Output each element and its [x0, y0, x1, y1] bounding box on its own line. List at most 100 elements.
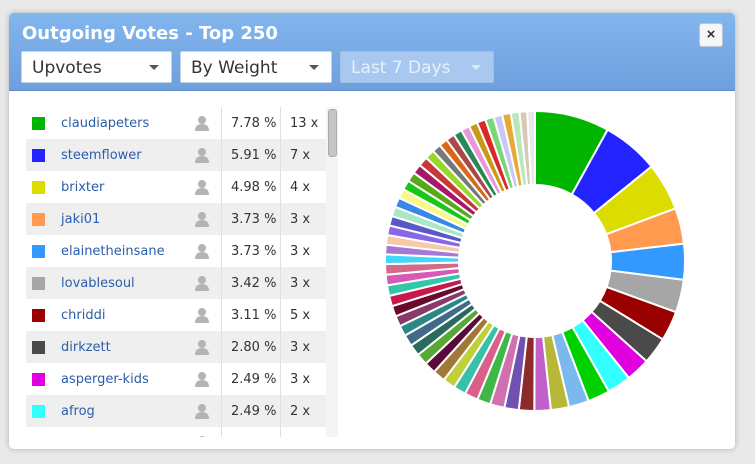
user-icon[interactable]: [194, 339, 210, 355]
sort-value: By Weight: [191, 58, 278, 78]
vote-count: 7 x: [290, 148, 311, 163]
column-divider: [280, 363, 281, 395]
color-swatch: [32, 373, 45, 386]
account-link[interactable]: chriddi: [61, 308, 106, 323]
vote-percent: 4.98 %: [231, 180, 277, 195]
vote-row: brixter 4.98 % 4 x: [26, 171, 326, 203]
account-link[interactable]: elainetheinsane: [61, 244, 165, 259]
vote-percent: 5.91 %: [231, 148, 277, 163]
account-link[interactable]: steemflower: [61, 148, 142, 163]
vote-count: 3 x: [290, 276, 311, 291]
vote-percent: 3.73 %: [231, 212, 277, 227]
vote-row: elainetheinsane 3.73 % 3 x: [26, 235, 326, 267]
user-icon[interactable]: [194, 307, 210, 323]
vote-count: 5 x: [290, 308, 311, 323]
vote-percent: 2.49 %: [231, 372, 277, 387]
vote-row: lovablesoul 3.42 % 3 x: [26, 267, 326, 299]
vote-row: dirkzett 2.80 % 3 x: [26, 331, 326, 363]
column-divider: [280, 427, 281, 437]
color-swatch: [32, 309, 45, 322]
user-icon[interactable]: [194, 179, 210, 195]
column-divider: [221, 267, 222, 299]
vote-percent: 2.80 %: [231, 340, 277, 355]
period-select: Last 7 Days: [340, 51, 494, 83]
vote-count: 3 x: [290, 244, 311, 259]
vote-percent: 2.49 %: [231, 404, 277, 419]
column-divider: [280, 299, 281, 331]
vote-count: 3 x: [290, 340, 311, 355]
period-value: Last 7 Days: [351, 58, 451, 78]
sort-select[interactable]: By Weight: [180, 51, 332, 83]
vote-count: 2 x: [290, 404, 311, 419]
column-divider: [221, 331, 222, 363]
color-swatch: [32, 341, 45, 354]
user-icon[interactable]: [194, 435, 210, 437]
vote-count: 4 x: [290, 180, 311, 195]
color-swatch: [32, 117, 45, 130]
column-divider: [280, 331, 281, 363]
close-button[interactable]: ×: [699, 23, 723, 47]
user-icon[interactable]: [194, 211, 210, 227]
color-swatch: [32, 405, 45, 418]
vote-row: asperger-kids 2.49 % 3 x: [26, 363, 326, 395]
user-icon[interactable]: [194, 275, 210, 291]
column-divider: [221, 427, 222, 437]
account-link[interactable]: jaki01: [61, 212, 101, 227]
account-link[interactable]: brixter: [61, 180, 105, 195]
column-divider: [221, 235, 222, 267]
color-swatch: [32, 181, 45, 194]
vote-percent: 3.73 %: [231, 244, 277, 259]
scrollbar-thumb[interactable]: [328, 109, 337, 157]
user-icon[interactable]: [194, 147, 210, 163]
column-divider: [221, 363, 222, 395]
account-link[interactable]: asperger-kids: [61, 372, 149, 387]
column-divider: [221, 299, 222, 331]
vote-percent: 3.11 %: [231, 308, 277, 323]
vote-percent: 7.78 %: [231, 116, 277, 131]
outgoing-votes-dialog: Outgoing Votes - Top 250 × Upvotes By We…: [9, 13, 735, 449]
dialog-header: Outgoing Votes - Top 250 × Upvotes By We…: [9, 13, 735, 91]
user-icon[interactable]: [194, 371, 210, 387]
donut-slice-other-58[interactable]: [526, 109, 536, 187]
vote-list: claudiapeters 7.78 % 13 x steemflower 5.91 %…: [26, 107, 326, 437]
column-divider: [280, 139, 281, 171]
account-link[interactable]: dirkzett: [61, 340, 111, 355]
user-icon[interactable]: [194, 403, 210, 419]
account-link[interactable]: lovablesoul: [61, 276, 135, 291]
column-divider: [221, 171, 222, 203]
list-scrollbar[interactable]: [326, 107, 338, 437]
color-swatch: [32, 149, 45, 162]
column-divider: [280, 267, 281, 299]
column-divider: [221, 107, 222, 139]
chevron-down-icon: [149, 65, 159, 70]
vote-count: 3 x: [290, 372, 311, 387]
user-icon[interactable]: [194, 243, 210, 259]
vote-row: afrog 2.49 % 2 x: [26, 395, 326, 427]
column-divider: [280, 171, 281, 203]
vote-type-value: Upvotes: [32, 58, 102, 78]
account-link[interactable]: claudiapeters: [61, 116, 150, 131]
vote-row: steemflower 5.91 % 7 x: [26, 139, 326, 171]
column-divider: [221, 395, 222, 427]
account-link[interactable]: afrog: [61, 404, 95, 419]
vote-type-select[interactable]: Upvotes: [21, 51, 172, 83]
vote-row: [26, 427, 326, 437]
vote-row: jaki01 3.73 % 3 x: [26, 203, 326, 235]
column-divider: [280, 395, 281, 427]
column-divider: [221, 203, 222, 235]
column-divider: [280, 107, 281, 139]
vote-percent: 3.42 %: [231, 276, 277, 291]
color-swatch: [32, 277, 45, 290]
column-divider: [280, 203, 281, 235]
color-swatch: [32, 213, 45, 226]
user-icon[interactable]: [194, 115, 210, 131]
vote-distribution-donut-chart: [384, 109, 686, 413]
vote-count: 13 x: [290, 116, 319, 131]
dialog-title: Outgoing Votes - Top 250: [22, 23, 278, 44]
column-divider: [280, 235, 281, 267]
vote-count: 3 x: [290, 212, 311, 227]
vote-row: chriddi 3.11 % 5 x: [26, 299, 326, 331]
chevron-down-icon: [471, 65, 481, 70]
chevron-down-icon: [309, 65, 319, 70]
color-swatch: [32, 245, 45, 258]
